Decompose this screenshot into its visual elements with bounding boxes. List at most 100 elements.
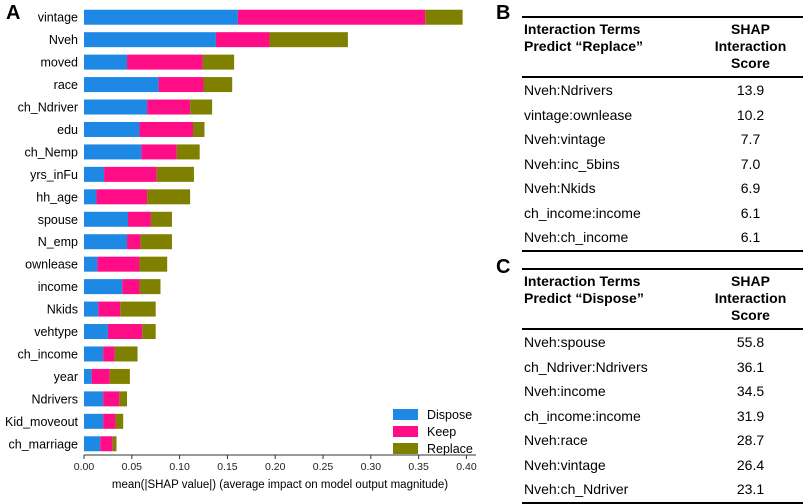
bar-dispose-yrs_infu bbox=[84, 166, 105, 182]
table-row: ch_Ndriver:Ndrivers 36.1 bbox=[522, 355, 803, 380]
header-shap-score: SHAP Interaction Score bbox=[698, 17, 803, 77]
table-row: vintage:ownlease 10.2 bbox=[522, 103, 803, 128]
bar-dispose-kid_moveout bbox=[84, 413, 104, 429]
bar-replace-ch_marriage bbox=[112, 436, 117, 452]
bar-keep-edu bbox=[139, 121, 193, 137]
dispose-interaction-table: Interaction Terms Predict “Dispose” SHAP… bbox=[522, 268, 803, 504]
bar-dispose-spouse bbox=[84, 211, 128, 227]
bar-replace-moved bbox=[202, 54, 235, 70]
bar-keep-ch_marriage bbox=[100, 436, 113, 452]
table-row: Nveh:inc_5bins 7.0 bbox=[522, 152, 803, 177]
bar-keep-income bbox=[122, 279, 140, 295]
bar-keep-ch_income bbox=[103, 346, 115, 362]
legend-label-replace: Replace bbox=[427, 442, 473, 456]
bar-replace-ch_nemp bbox=[176, 144, 200, 160]
category-label: income bbox=[38, 280, 78, 294]
bar-replace-ch_income bbox=[114, 346, 138, 362]
interaction-term-cell: Nveh:Nkids bbox=[524, 180, 596, 197]
bar-replace-yrs_infu bbox=[156, 166, 194, 182]
bar-dispose-ch_marriage bbox=[84, 436, 101, 452]
bar-keep-kid_moveout bbox=[103, 413, 116, 429]
shap-score-cell: 55.8 bbox=[736, 334, 765, 351]
header-line: Predict “Replace” bbox=[524, 38, 644, 54]
replace-interaction-table: Interaction Terms Predict “Replace” SHAP… bbox=[522, 16, 803, 252]
shap-score-cell: 31.9 bbox=[736, 407, 765, 424]
bar-keep-moved bbox=[127, 54, 203, 70]
interaction-term-cell: Nveh:race bbox=[524, 432, 588, 449]
x-tick-label: 0.20 bbox=[265, 461, 286, 473]
header-line: Interaction Terms bbox=[524, 21, 641, 37]
table-row: Nveh:Nkids 6.9 bbox=[522, 176, 803, 201]
shap-score-cell: 36.1 bbox=[736, 358, 765, 375]
category-label: vehtype bbox=[34, 325, 78, 339]
x-tick-label: 0.10 bbox=[169, 461, 190, 473]
bar-replace-nkids bbox=[120, 301, 156, 317]
bar-keep-hh_age bbox=[96, 189, 148, 205]
bar-replace-race bbox=[203, 77, 233, 93]
bar-keep-n_emp bbox=[127, 234, 141, 250]
bar-dispose-moved bbox=[84, 54, 128, 70]
bar-keep-vehtype bbox=[107, 324, 143, 340]
table-row: Nveh:ch_income 6.1 bbox=[522, 225, 803, 251]
bar-dispose-income bbox=[84, 279, 123, 295]
category-label: ownlease bbox=[25, 258, 78, 272]
legend-label-dispose: Dispose bbox=[427, 408, 472, 422]
bar-keep-nkids bbox=[98, 301, 121, 317]
bar-keep-ch_nemp bbox=[141, 144, 177, 160]
category-label: year bbox=[54, 370, 78, 384]
table-row: Nveh:Ndrivers 13.9 bbox=[522, 77, 803, 103]
table-row: Nveh:race 28.7 bbox=[522, 428, 803, 453]
table-row: ch_income:income 6.1 bbox=[522, 201, 803, 226]
bar-replace-vehtype bbox=[142, 324, 156, 340]
bar-dispose-ch_ndriver bbox=[84, 99, 148, 115]
table-row: ch_income:income 31.9 bbox=[522, 404, 803, 429]
bar-dispose-nkids bbox=[84, 301, 99, 317]
table-row: Nveh:spouse 55.8 bbox=[522, 329, 803, 355]
bar-dispose-ndrivers bbox=[84, 391, 104, 407]
category-label: ch_Nemp bbox=[25, 145, 79, 159]
header-line: Score bbox=[731, 55, 770, 71]
interaction-term-cell: Nveh:Ndrivers bbox=[524, 82, 613, 99]
panel-label-b: B bbox=[496, 2, 511, 24]
bar-dispose-race bbox=[84, 77, 159, 93]
bar-replace-ndrivers bbox=[119, 391, 128, 407]
bar-replace-n_emp bbox=[140, 234, 172, 250]
shap-score-cell: 10.2 bbox=[736, 106, 765, 123]
category-label: vintage bbox=[38, 11, 78, 25]
interaction-term-cell: Nveh:income bbox=[524, 383, 606, 400]
interaction-term-cell: Nveh:ch_Ndriver bbox=[524, 481, 629, 498]
x-tick-label: 0.30 bbox=[361, 461, 382, 473]
header-interaction-terms: Interaction Terms Predict “Replace” bbox=[522, 17, 698, 77]
bar-keep-year bbox=[91, 368, 110, 384]
interaction-term-cell: Nveh:inc_5bins bbox=[524, 155, 620, 172]
shap-score-cell: 7.7 bbox=[740, 131, 761, 148]
interaction-term-cell: Nveh:vintage bbox=[524, 131, 606, 148]
x-tick-label: 0.15 bbox=[217, 461, 238, 473]
shap-score-cell: 13.9 bbox=[736, 82, 765, 99]
header-line: Interaction Terms bbox=[524, 273, 641, 289]
category-label: edu bbox=[57, 123, 78, 137]
bar-keep-nveh bbox=[215, 32, 270, 48]
category-label: race bbox=[54, 78, 78, 92]
category-label: hh_age bbox=[36, 190, 78, 204]
x-tick-label: 0.00 bbox=[74, 461, 95, 473]
bar-dispose-nveh bbox=[84, 32, 216, 48]
header-line: Score bbox=[731, 307, 770, 323]
bar-keep-vintage bbox=[237, 9, 426, 25]
x-axis-title: mean(|SHAP value|) (average impact on mo… bbox=[112, 479, 448, 491]
x-tick-label: 0.40 bbox=[456, 461, 477, 473]
interaction-term-cell: Nveh:vintage bbox=[524, 456, 606, 473]
table-row: Nveh:income 34.5 bbox=[522, 379, 803, 404]
category-label: Ndrivers bbox=[31, 392, 78, 406]
bar-dispose-ownlease bbox=[84, 256, 98, 272]
interaction-term-cell: vintage:ownlease bbox=[524, 106, 633, 123]
bar-replace-year bbox=[109, 368, 130, 384]
bar-replace-edu bbox=[192, 121, 205, 137]
category-label: Kid_moveout bbox=[5, 415, 78, 429]
table-row: Nveh:vintage 26.4 bbox=[522, 453, 803, 478]
shap-score-cell: 6.9 bbox=[740, 180, 761, 197]
interaction-term-cell: ch_income:income bbox=[524, 204, 641, 221]
category-label: ch_Ndriver bbox=[18, 101, 78, 115]
x-tick-label: 0.25 bbox=[313, 461, 334, 473]
